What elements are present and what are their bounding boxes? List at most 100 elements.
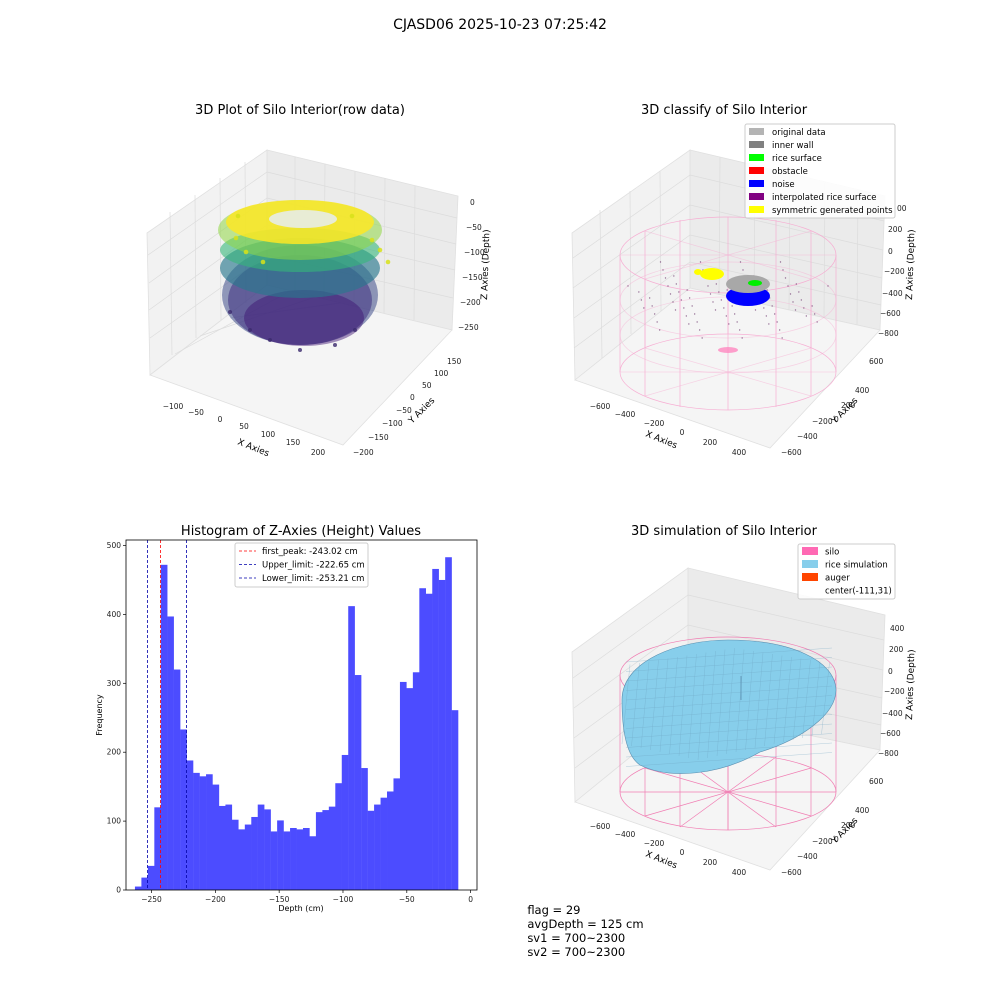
classify-grid-dot <box>763 307 765 309</box>
raw-z-tick: −100 <box>464 248 485 257</box>
histogram-y-tick-label: 500 <box>107 541 122 550</box>
classify-floor-cluster <box>718 347 738 353</box>
sim-z-tick: −200 <box>884 687 905 696</box>
rice-mesh-line <box>625 685 833 701</box>
rice-mesh-line <box>625 666 833 682</box>
classify-grid-dot <box>640 299 643 301</box>
classify-grid-dot <box>792 301 794 303</box>
classify-grid-dot <box>784 277 787 279</box>
simulation-rice-surface <box>621 639 837 774</box>
classify-legend-swatch <box>749 193 764 200</box>
histogram-bar <box>438 579 446 890</box>
classify-grid-dot <box>733 313 736 315</box>
classify-grid-dot <box>789 293 792 295</box>
histogram-y-tick-label: 0 <box>116 886 121 895</box>
classify-grid-dot <box>651 305 653 307</box>
classify-y-tick: −200 <box>812 417 833 426</box>
raw-point-cloud <box>218 200 391 352</box>
histogram-bar <box>315 812 323 890</box>
classify-grid-dot <box>782 269 784 271</box>
rice-mesh-line <box>688 653 697 759</box>
sim-legend-label: center(-111,31) <box>825 587 892 597</box>
classify-grid-dot <box>805 315 808 317</box>
classify-x-tick: 0 <box>680 428 685 437</box>
sim-z-tick: 0 <box>888 667 893 676</box>
raw-z-tick: −50 <box>466 223 482 232</box>
classify-grid-dot <box>688 297 691 299</box>
classify-grid-dot <box>741 337 743 339</box>
raw-pane-floor <box>149 284 453 446</box>
histogram-y-tick-label: 200 <box>107 748 122 757</box>
rice-mesh-line <box>650 659 659 751</box>
histogram-bar <box>212 784 220 890</box>
classify-grid-dot <box>768 323 770 325</box>
rice-mesh-line <box>625 733 833 748</box>
histogram-bar <box>277 820 284 890</box>
classify-grid-dot <box>698 329 701 331</box>
histogram-bar <box>147 865 155 890</box>
sim-z-tick: 200 <box>889 645 904 654</box>
classify-grid-dot <box>643 307 645 309</box>
sim-y-tick: 600 <box>869 777 884 786</box>
classify-grid-dot <box>778 329 781 331</box>
raw-z-axis-label: Z Axies (Depth) <box>480 229 492 300</box>
sim-x-tick: 400 <box>732 868 747 877</box>
rice-mesh-line <box>621 664 631 745</box>
sim-x-tick: 0 <box>680 848 685 857</box>
classify-z-tick: −600 <box>880 309 901 318</box>
classify-grid-dot <box>773 313 776 315</box>
classify-legend-swatch <box>749 128 764 135</box>
classify-legend-label: interpolated rice surface <box>772 193 877 203</box>
rice-mesh-line <box>735 649 745 753</box>
sim-x-tick: −400 <box>615 830 636 839</box>
histogram-bar <box>283 831 291 890</box>
classify-grid-dot <box>688 323 690 325</box>
classify-z-tick: −400 <box>882 289 903 298</box>
classify-y-tick: 200 <box>841 401 856 410</box>
sim-legend-swatch <box>802 547 818 555</box>
histogram-bar <box>225 804 233 890</box>
raw-y-tick: 50 <box>422 381 432 390</box>
histogram-bar <box>348 606 355 890</box>
sim-x-tick: −600 <box>590 822 611 831</box>
histogram-y-tick-label: 400 <box>107 610 122 619</box>
rice-mesh-line <box>625 723 833 739</box>
histogram-bars <box>134 557 459 890</box>
sim-z-tick: −400 <box>882 709 903 718</box>
classify-grid-dot <box>779 261 782 263</box>
classify-grid-dot <box>699 261 702 263</box>
sim-y-tick: 0 <box>834 835 839 844</box>
rice-mesh-line <box>625 657 833 672</box>
raw-x-tick: −50 <box>188 408 204 417</box>
classify-grid-dot <box>754 309 757 311</box>
histogram-bar <box>451 710 459 890</box>
histogram-x-tick-label: −150 <box>269 895 290 904</box>
classify-y-tick: 600 <box>869 357 884 366</box>
status-avg-depth: avgDepth = 125 cm <box>527 917 644 931</box>
sim-x-axis-label: X Axies <box>644 850 679 872</box>
classify-legend-label: noise <box>772 180 795 190</box>
classify-rice-cluster <box>748 280 762 286</box>
classify-grid-dot <box>672 301 674 303</box>
classify-grid-dot <box>811 305 813 307</box>
classify-grid-dot <box>800 299 803 301</box>
histogram-bar <box>231 819 239 890</box>
histogram-x-tick-label: −250 <box>141 895 162 904</box>
histogram-bar <box>432 568 439 890</box>
classify-x-tick: −200 <box>644 419 665 428</box>
figure-title: CJASD06 2025-10-23 07:25:42 <box>393 17 607 33</box>
raw-x-tick: 200 <box>311 448 326 457</box>
histogram-x-tick-label: −200 <box>205 895 226 904</box>
classify-silo-wireframe <box>619 216 837 411</box>
histogram-bar <box>206 774 213 890</box>
raw-x-tick: 150 <box>286 438 301 447</box>
raw-z-tick: −150 <box>462 273 483 282</box>
histogram-y-tick-label: 300 <box>107 679 122 688</box>
classify-x-tick: −400 <box>615 410 636 419</box>
histogram-x-tick-label: −50 <box>399 895 415 904</box>
rice-mesh-line <box>625 714 833 729</box>
histogram-bar <box>387 791 394 890</box>
rice-mesh-line <box>640 661 650 749</box>
histogram-bar <box>270 831 278 890</box>
